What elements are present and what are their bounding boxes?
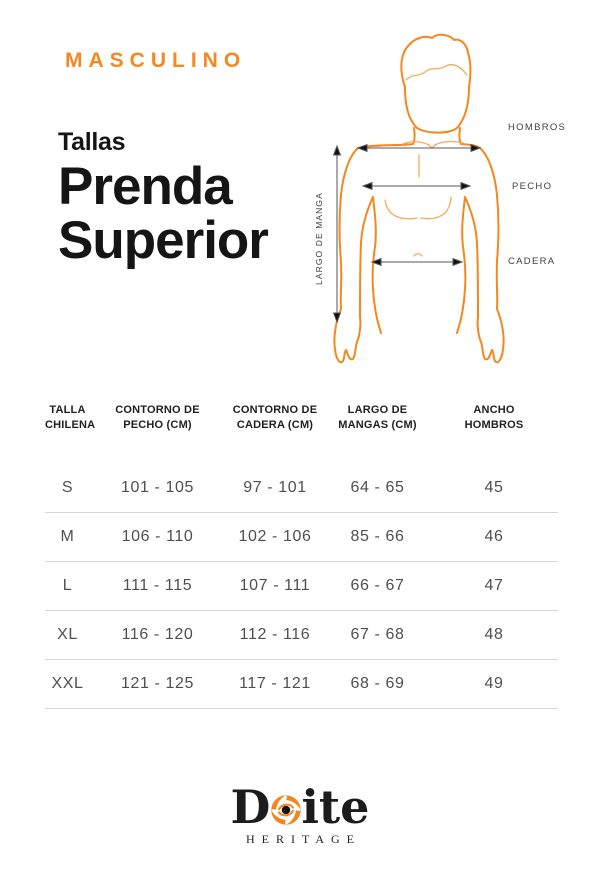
cell-talla: M	[60, 528, 75, 545]
col-header-largo-mangas: LARGO DE MANGAS (CM)	[338, 404, 417, 431]
brand-letters-ite: ite	[301, 780, 370, 834]
table-row-xxl: XXL 121 - 125 117 - 121 68 - 69 49	[45, 660, 558, 709]
table-row-l: L 111 - 115 107 - 111 66 - 67 47	[45, 562, 558, 611]
cell-cadera: 97 - 101	[243, 479, 307, 496]
cell-pecho: 111 - 115	[122, 577, 193, 594]
cell-mangas: 68 - 69	[350, 675, 405, 692]
col-header-talla: TALLA CHILENA	[45, 404, 96, 431]
pecho-label: PECHO	[512, 181, 553, 192]
cell-pecho: 106 - 110	[121, 528, 194, 545]
brand-letter-d: D	[230, 780, 271, 834]
cell-cadera: 117 - 121	[239, 675, 311, 692]
title-small: Tallas	[58, 128, 126, 156]
cell-pecho: 101 - 105	[120, 479, 194, 496]
table-row-s: S 101 - 105 97 - 101 64 - 65 45	[45, 464, 558, 513]
brand-subtitle: HERITAGE	[245, 832, 362, 846]
cell-mangas: 85 - 66	[350, 528, 405, 545]
table-row-xl: XL 116 - 120 112 - 116 67 - 68 48	[45, 611, 558, 660]
table-body: S 101 - 105 97 - 101 64 - 65 45 M 106 - …	[45, 464, 558, 709]
cell-hombros: 48	[484, 626, 504, 643]
cell-cadera: 107 - 111	[239, 577, 311, 594]
table-row-m: M 106 - 110 102 - 106 85 - 66 46	[45, 513, 558, 562]
cell-hombros: 46	[484, 528, 504, 545]
cell-talla: L	[62, 577, 73, 594]
cell-talla: XL	[57, 626, 78, 643]
table-header-row: TALLA CHILENA CONTORNO DE PECHO (CM) CON…	[45, 403, 558, 433]
swirl-icon	[271, 795, 302, 825]
cell-hombros: 49	[484, 675, 504, 692]
title-line-2: Superior	[58, 211, 269, 270]
cell-mangas: 66 - 67	[350, 577, 405, 594]
category-label: MASCULINO	[65, 49, 247, 72]
largo-de-manga-label: LARGO DE MANGA	[314, 192, 324, 285]
hombros-label: HOMBROS	[508, 122, 567, 133]
page-title: Tallas Prenda Superior	[58, 124, 269, 270]
cell-cadera: 112 - 116	[239, 626, 311, 643]
brand-wordmark: D ite	[0, 784, 600, 830]
col-header-contorno-cadera: CONTORNO DE CADERA (CM)	[232, 404, 318, 431]
cell-hombros: 45	[484, 479, 504, 496]
cell-talla: XXL	[51, 675, 84, 692]
col-header-ancho-hombros: ANCHO HOMBROS	[464, 404, 524, 431]
cell-hombros: 47	[484, 577, 504, 594]
measurement-arrows	[332, 143, 482, 324]
cell-pecho: 116 - 120	[121, 626, 194, 643]
size-table: TALLA CHILENA CONTORNO DE PECHO (CM) CON…	[45, 403, 558, 709]
title-line-1: Prenda	[58, 157, 233, 216]
male-torso-illustration	[332, 33, 505, 364]
cell-mangas: 64 - 65	[350, 479, 405, 496]
cadera-label: CADERA	[508, 256, 556, 267]
cell-talla: S	[61, 479, 74, 496]
brand-logo: D ite HERITAGE	[0, 784, 600, 847]
cell-mangas: 67 - 68	[350, 626, 405, 643]
cell-pecho: 121 - 125	[120, 675, 194, 692]
col-header-contorno-pecho: CONTORNO DE PECHO (CM)	[115, 404, 200, 431]
cell-cadera: 102 - 106	[238, 528, 312, 545]
